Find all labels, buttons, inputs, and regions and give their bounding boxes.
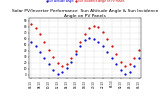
Sun Altitude Angle bbox=[52, 70, 54, 71]
Line: Sun Incidence Angle on PV Panels: Sun Incidence Angle on PV Panels bbox=[30, 23, 139, 67]
Sun Incidence Angle on PV Panels bbox=[88, 28, 90, 29]
Sun Altitude Angle bbox=[88, 37, 90, 38]
Sun Altitude Angle bbox=[48, 64, 50, 65]
Sun Incidence Angle on PV Panels bbox=[93, 25, 95, 26]
Sun Altitude Angle bbox=[102, 46, 104, 47]
Title: Solar PV/Inverter Performance  Sun Altitude Angle & Sun Incidence Angle on PV Pa: Solar PV/Inverter Performance Sun Altitu… bbox=[12, 9, 158, 18]
Line: Sun Altitude Angle: Sun Altitude Angle bbox=[30, 37, 139, 75]
Sun Altitude Angle bbox=[70, 61, 72, 62]
Sun Altitude Angle bbox=[115, 64, 117, 65]
Sun Incidence Angle on PV Panels bbox=[75, 50, 77, 52]
Sun Incidence Angle on PV Panels bbox=[44, 41, 45, 43]
Sun Altitude Angle bbox=[120, 70, 122, 71]
Sun Incidence Angle on PV Panels bbox=[124, 65, 126, 67]
Sun Incidence Angle on PV Panels bbox=[57, 62, 59, 64]
Sun Incidence Angle on PV Panels bbox=[138, 49, 140, 50]
Sun Incidence Angle on PV Panels bbox=[79, 41, 81, 43]
Sun Incidence Angle on PV Panels bbox=[111, 46, 113, 47]
Sun Altitude Angle bbox=[66, 67, 68, 68]
Sun Altitude Angle bbox=[39, 52, 41, 53]
Sun Altitude Angle bbox=[44, 58, 45, 59]
Sun Altitude Angle bbox=[124, 73, 126, 74]
Sun Incidence Angle on PV Panels bbox=[66, 64, 68, 65]
Sun Altitude Angle bbox=[129, 71, 131, 73]
Sun Altitude Angle bbox=[133, 65, 135, 67]
Sun Incidence Angle on PV Panels bbox=[35, 28, 36, 29]
Sun Incidence Angle on PV Panels bbox=[84, 34, 86, 35]
Sun Altitude Angle bbox=[79, 46, 81, 47]
Sun Incidence Angle on PV Panels bbox=[30, 23, 32, 25]
Sun Incidence Angle on PV Panels bbox=[106, 38, 108, 40]
Sun Altitude Angle bbox=[84, 40, 86, 41]
Sun Altitude Angle bbox=[93, 38, 95, 40]
Sun Altitude Angle bbox=[106, 52, 108, 53]
Sun Incidence Angle on PV Panels bbox=[102, 31, 104, 32]
Sun Incidence Angle on PV Panels bbox=[61, 65, 63, 67]
Sun Altitude Angle bbox=[97, 41, 99, 43]
Sun Incidence Angle on PV Panels bbox=[133, 58, 135, 59]
Sun Incidence Angle on PV Panels bbox=[48, 49, 50, 50]
Legend: Sun Altitude Angle, Sun Incidence Angle on PV Panels: Sun Altitude Angle, Sun Incidence Angle … bbox=[45, 0, 124, 3]
Sun Altitude Angle bbox=[35, 46, 36, 47]
Sun Incidence Angle on PV Panels bbox=[39, 34, 41, 35]
Sun Altitude Angle bbox=[75, 53, 77, 55]
Sun Altitude Angle bbox=[111, 58, 113, 59]
Sun Incidence Angle on PV Panels bbox=[115, 53, 117, 55]
Sun Altitude Angle bbox=[61, 71, 63, 73]
Sun Altitude Angle bbox=[57, 73, 59, 74]
Sun Incidence Angle on PV Panels bbox=[70, 58, 72, 59]
Sun Incidence Angle on PV Panels bbox=[97, 26, 99, 28]
Sun Altitude Angle bbox=[30, 41, 32, 43]
Sun Incidence Angle on PV Panels bbox=[52, 56, 54, 58]
Sun Incidence Angle on PV Panels bbox=[120, 61, 122, 62]
Sun Incidence Angle on PV Panels bbox=[129, 64, 131, 65]
Sun Altitude Angle bbox=[138, 58, 140, 59]
